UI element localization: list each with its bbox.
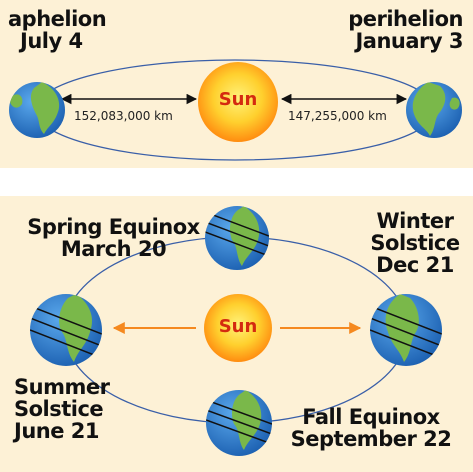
winter-solstice-line3: Dec 21 [376,253,454,277]
spring-equinox-line2: March 20 [60,237,167,261]
fall-equinox-label: Fall Equinox September 22 [276,406,466,450]
sun-label: Sun [218,316,258,337]
summer-solstice-line3: June 21 [14,419,100,443]
spring-equinox-label: Spring Equinox March 20 [26,216,201,260]
earth-icon [370,294,442,366]
aphelion-distance: 152,083,000 km [74,109,173,123]
winter-solstice-label: Winter Solstice Dec 21 [360,210,470,276]
fall-equinox-line1: Fall Equinox [302,405,440,429]
earth-icon [206,390,272,456]
summer-solstice-line1: Summer [14,375,110,399]
summer-solstice-line2: Solstice [14,397,104,421]
perihelion-name: perihelion [348,7,463,31]
aphelion-name: aphelion [8,7,107,31]
perihelion-distance: 147,255,000 km [288,109,387,123]
earth-icon [205,206,269,270]
aphelion-date: July 4 [20,29,83,53]
sun-icon [204,294,272,362]
earth-icon [30,294,102,366]
perihelion-date: January 3 [355,29,463,53]
sun-label: Sun [218,89,258,110]
winter-solstice-line1: Winter [376,209,454,233]
earth-icon [406,82,462,138]
winter-solstice-line2: Solstice [370,231,460,255]
spring-equinox-line1: Spring Equinox [27,215,200,239]
summer-solstice-label: Summer Solstice June 21 [14,375,110,443]
earth-icon [9,82,65,138]
fall-equinox-line2: September 22 [290,427,452,451]
sun-icon [198,62,278,142]
